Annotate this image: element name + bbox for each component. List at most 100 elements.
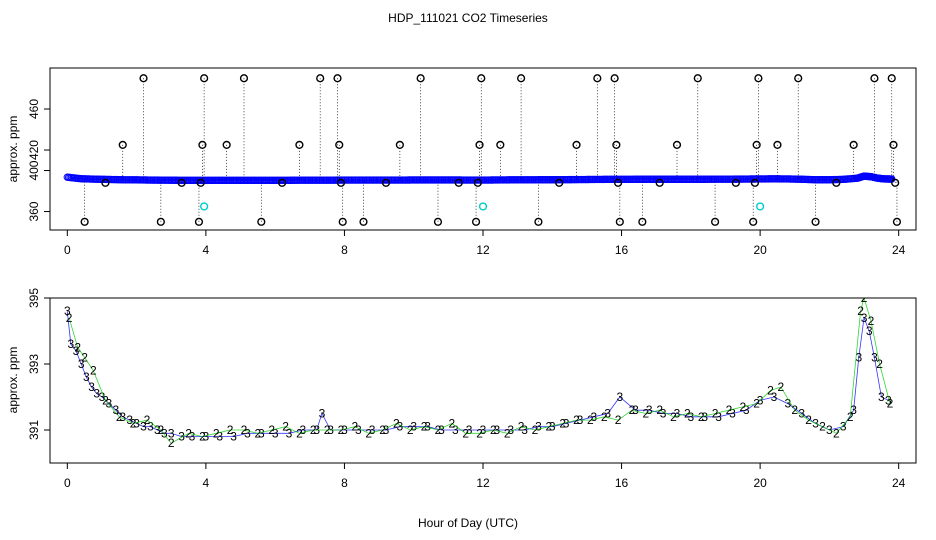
data-point-label: 2	[819, 420, 826, 434]
series-co2_blue	[63, 172, 896, 185]
data-point-label: 3	[383, 423, 390, 437]
x-tick-label: 20	[753, 243, 767, 257]
data-point-label: 3	[126, 413, 133, 427]
data-point	[773, 140, 782, 149]
data-point-label: 3	[771, 390, 778, 404]
data-point	[257, 217, 266, 226]
data-point-label: 3	[93, 387, 100, 401]
data-point	[892, 217, 902, 226]
data-point	[517, 74, 526, 83]
data-point-label: 2	[559, 416, 566, 430]
data-point-label: 3	[729, 407, 736, 421]
data-point-label: 2	[66, 311, 73, 325]
data-point-label: 3	[878, 390, 885, 404]
data-point-label: 3	[715, 410, 722, 424]
top-plot-area	[63, 74, 902, 226]
data-point	[887, 74, 896, 83]
series-outliers	[80, 74, 902, 226]
data-point-label: 3	[112, 403, 119, 417]
data-point-label: 3	[230, 430, 237, 444]
data-point-label: 2	[847, 410, 854, 424]
data-point-label: 3	[341, 423, 348, 437]
data-point	[316, 74, 325, 83]
data-point-label: 2	[601, 410, 608, 424]
data-point	[478, 202, 488, 211]
x-tick-label: 24	[892, 243, 906, 257]
data-point-label: 3	[286, 426, 293, 440]
data-point-label: 3	[272, 426, 279, 440]
data-point-label: 2	[74, 341, 81, 355]
data-point-label: 3	[319, 407, 326, 421]
data-point-label: 2	[805, 413, 812, 427]
data-point	[593, 74, 602, 83]
data-point-label: 2	[504, 426, 511, 440]
bottom-y-axis: 391 393 395	[27, 288, 50, 440]
data-point	[891, 178, 900, 187]
data-point-label: 3	[866, 324, 873, 338]
data-point-label: 3	[154, 423, 161, 437]
data-point-label: 3	[88, 380, 95, 394]
data-point-label: 3	[203, 430, 210, 444]
data-point-label: 3	[397, 420, 404, 434]
data-point	[555, 178, 564, 187]
data-point-label: 2	[102, 393, 109, 407]
data-point-label: 2	[116, 410, 123, 424]
y-tick-label: 420	[27, 140, 41, 160]
data-point	[496, 140, 505, 149]
data-point-label: 2	[227, 423, 234, 437]
data-point-label: 2	[296, 426, 303, 440]
data-point	[811, 217, 820, 226]
data-point-label: 3	[161, 426, 168, 440]
data-point	[638, 217, 647, 226]
data-point-label: 3	[300, 423, 307, 437]
data-point	[101, 178, 110, 187]
x-tick-label: 20	[753, 476, 767, 490]
data-point	[477, 74, 486, 83]
data-point-label: 2	[778, 380, 785, 394]
data-point-label: 2	[254, 426, 261, 440]
x-tick-label: 0	[64, 243, 71, 257]
data-point-label: 2	[268, 423, 275, 437]
data-point	[335, 140, 344, 149]
data-point-label: 2	[684, 407, 691, 421]
data-point	[710, 217, 720, 226]
x-tick-label: 12	[476, 476, 490, 490]
x-tick-label: 4	[203, 476, 210, 490]
data-point-label: 3	[216, 430, 223, 444]
data-point-label: 3	[632, 403, 639, 417]
data-point-label: 3	[480, 423, 487, 437]
data-point-label: 3	[591, 410, 598, 424]
data-point	[672, 140, 682, 149]
data-point-label: 3	[850, 403, 857, 417]
data-point	[295, 140, 304, 149]
data-point	[80, 217, 89, 226]
data-point	[381, 178, 391, 187]
x-tick-label: 0	[64, 476, 71, 490]
data-point-label: 3	[466, 423, 473, 437]
data-point-label: 3	[604, 407, 611, 421]
data-point-label: 3	[885, 393, 892, 407]
data-point-label: 2	[168, 436, 175, 450]
data-point-label: 3	[563, 416, 570, 430]
data-point	[534, 217, 543, 226]
top-x-axis: 0 4 8 12 16 20 24	[64, 230, 906, 257]
data-point	[752, 140, 761, 149]
data-point-label: 2	[158, 423, 165, 437]
data-point-label: 3	[73, 344, 80, 358]
data-point-label: 2	[351, 420, 358, 434]
top-plot-frame	[49, 67, 917, 231]
data-point-label: 2	[739, 400, 746, 414]
data-point	[200, 202, 209, 211]
data-point	[612, 140, 621, 149]
data-point	[693, 74, 702, 83]
data-point	[832, 178, 841, 187]
data-point-label: 2	[241, 423, 248, 437]
data-point-label: 2	[573, 413, 580, 427]
data-point-label: 2	[393, 416, 400, 430]
data-point-label: 3	[674, 407, 681, 421]
series-line	[68, 298, 891, 444]
data-point-label: 3	[83, 370, 90, 384]
